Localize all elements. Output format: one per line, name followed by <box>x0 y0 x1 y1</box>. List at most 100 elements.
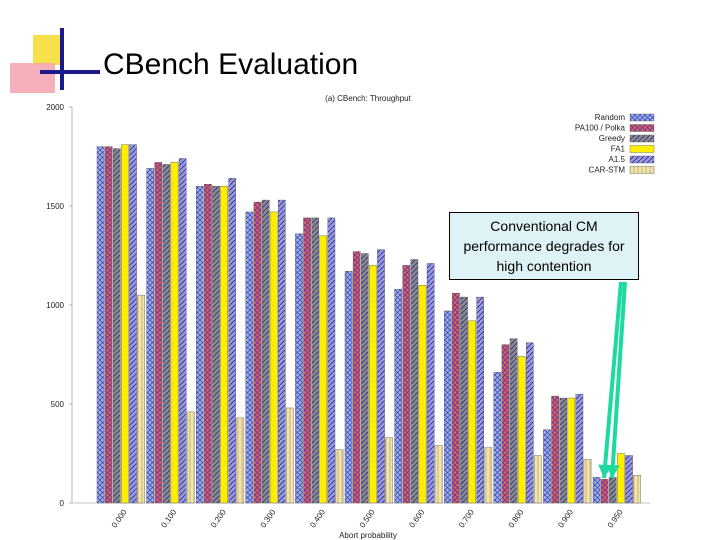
bar-hatch <box>509 338 518 504</box>
bar-hatch <box>335 449 344 504</box>
bar-hatch <box>517 356 526 504</box>
bar-hatch <box>154 162 163 504</box>
y-tick-label: 2000 <box>46 103 64 112</box>
bar-hatch <box>377 249 385 504</box>
x-tick-label: 0.900 <box>556 507 575 529</box>
callout-arrow-head <box>605 464 620 478</box>
x-tick-label: 0.300 <box>259 507 278 529</box>
bar-hatch <box>385 437 393 504</box>
legend-label: Greedy <box>599 134 625 143</box>
bar-hatch <box>327 217 336 504</box>
bar-hatch <box>236 417 245 504</box>
bar-hatch <box>178 158 187 504</box>
callout-box: Conventional CM performance degrades for… <box>449 212 639 280</box>
legend-swatch-hatch <box>629 166 655 174</box>
callout-text: Conventional CM performance degrades for… <box>463 218 625 274</box>
bar-hatch <box>269 211 278 504</box>
y-tick-label: 500 <box>51 400 65 409</box>
bar-hatch <box>170 162 179 504</box>
bar-hatch <box>402 265 411 504</box>
bar-hatch <box>444 310 452 504</box>
bar-hatch <box>261 199 270 504</box>
bar-hatch <box>484 447 493 504</box>
bar-hatch <box>493 372 502 504</box>
bar-hatch <box>162 164 171 504</box>
bar-hatch <box>220 185 228 504</box>
x-tick-label: 0.400 <box>308 507 327 529</box>
bar-hatch <box>410 259 419 504</box>
bar-hatch <box>534 455 542 504</box>
legend-label: CAR-STM <box>589 166 626 175</box>
x-tick-label: 0.950 <box>606 507 625 529</box>
bar-hatch <box>543 429 551 504</box>
bar-hatch <box>551 395 559 504</box>
bar-hatch <box>278 199 286 504</box>
x-tick-label: 0.600 <box>407 507 426 529</box>
bar-hatch <box>625 455 633 504</box>
bar-hatch <box>344 271 353 504</box>
y-tick-label: 1000 <box>46 301 64 310</box>
x-tick-label: 0.700 <box>457 507 476 529</box>
bar-hatch <box>460 296 468 504</box>
legend-label: A1.5 <box>609 155 626 164</box>
decor-pink-square <box>10 63 55 93</box>
bar-hatch <box>253 201 262 504</box>
bar-hatch <box>146 168 155 504</box>
bar-hatch <box>617 453 625 504</box>
bar-hatch <box>501 344 510 504</box>
bar-hatch <box>286 407 294 504</box>
y-tick-label: 0 <box>60 499 65 508</box>
bar-hatch <box>418 285 427 504</box>
bar-hatch <box>311 217 320 504</box>
legend-label: Random <box>595 113 626 122</box>
bar-hatch <box>303 217 311 504</box>
callout-arrow-shaft <box>602 281 623 479</box>
bar-hatch <box>434 445 443 504</box>
bar-hatch <box>633 475 641 504</box>
bar-hatch <box>96 146 105 504</box>
bar-hatch <box>245 211 254 504</box>
decor-vertical-line <box>60 28 64 90</box>
legend-swatch-hatch <box>629 124 655 132</box>
y-tick-label: 1500 <box>46 202 64 211</box>
bar-hatch <box>295 233 303 504</box>
bar-hatch <box>600 479 609 504</box>
legend-swatch-hatch <box>629 134 655 143</box>
legend-swatch-hatch <box>629 145 655 153</box>
x-axis-label: Abort probability <box>339 531 397 540</box>
legend-swatch-hatch <box>629 155 655 164</box>
bar-hatch <box>319 235 328 504</box>
x-tick-label: 0.200 <box>209 507 228 529</box>
x-tick-label: 0.000 <box>110 507 129 529</box>
decor-horizontal-line <box>40 70 100 74</box>
bar-hatch <box>567 397 576 504</box>
bar-hatch <box>361 253 369 504</box>
bar-hatch <box>129 144 137 504</box>
bar-hatch <box>526 342 534 504</box>
bar-hatch <box>452 292 460 504</box>
bar-hatch <box>228 178 237 504</box>
x-tick-label: 0.500 <box>358 507 377 529</box>
bar-hatch <box>137 294 145 504</box>
bar-hatch <box>112 148 121 504</box>
bar-hatch <box>104 146 113 504</box>
bar-hatch <box>468 320 476 504</box>
callout-arrow-shaft <box>610 281 627 479</box>
bar-hatch <box>575 393 584 504</box>
x-tick-label: 0.800 <box>507 507 526 529</box>
bar-hatch <box>352 251 361 504</box>
x-tick-label: 0.100 <box>159 507 178 529</box>
chart-bars: 0.000 0.100 0.200 0.300 0.400 0.500 0.600 0.700… <box>96 144 641 529</box>
decor-yellow-square <box>33 35 63 65</box>
bar-hatch <box>186 411 195 504</box>
bar-hatch <box>195 185 204 504</box>
chart-title: (a) CBench: Throughput <box>325 94 411 103</box>
legend-label: PA100 / Polka <box>575 124 626 133</box>
bar-hatch <box>426 263 435 504</box>
bar-hatch <box>583 459 592 504</box>
bar-hatch <box>592 477 601 504</box>
bar-hatch <box>476 296 485 504</box>
bar-hatch <box>609 477 617 504</box>
